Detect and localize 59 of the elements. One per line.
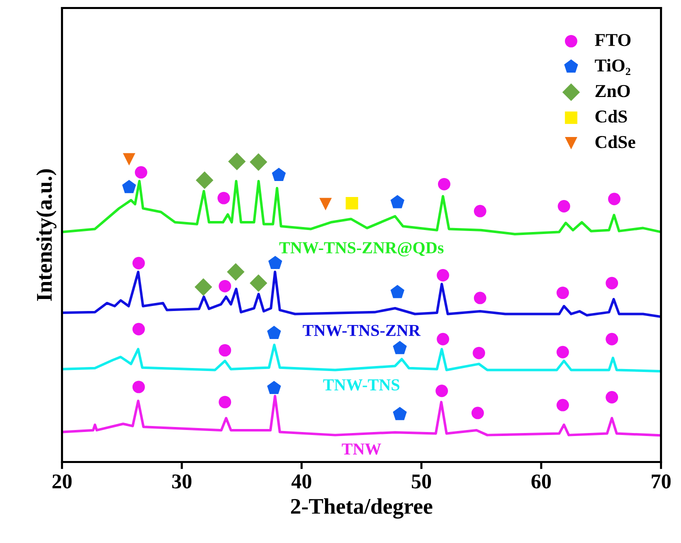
point: [608, 192, 620, 206]
point: [228, 152, 246, 170]
point: [122, 153, 136, 166]
point: [558, 200, 570, 212]
point: [556, 398, 569, 412]
point: [390, 284, 404, 298]
point: [556, 286, 569, 300]
x-tick-label: 40: [291, 474, 312, 488]
x-axis-title: 2-Theta/degree: [291, 498, 432, 519]
series-label: TNW: [342, 444, 382, 455]
legend-label: TiO₂: [594, 58, 630, 76]
point: [472, 346, 486, 360]
point: [218, 280, 232, 292]
x-tick-label: 20: [52, 474, 72, 488]
x-tick-label: 60: [531, 474, 551, 488]
point: [606, 332, 618, 346]
point: [471, 406, 484, 420]
series-label: TNW-TNS-ZNR@QDs: [279, 242, 444, 256]
point: [122, 180, 136, 194]
point: [267, 326, 281, 339]
point: [606, 391, 618, 404]
legend-label: CdS: [595, 110, 627, 123]
point: [474, 204, 486, 218]
point: [218, 396, 232, 408]
series-label: TNW-TNS-ZNR: [302, 324, 421, 336]
point: [438, 178, 450, 190]
point: [272, 168, 286, 181]
point: [556, 346, 569, 358]
x-tick-label: 50: [412, 474, 432, 488]
point: [436, 269, 450, 282]
point: [392, 340, 407, 354]
point: [346, 197, 358, 210]
point: [392, 406, 407, 420]
point: [132, 380, 145, 394]
point: [132, 322, 145, 336]
point: [319, 198, 332, 210]
legend-label: CdSe: [595, 135, 636, 148]
point: [436, 384, 448, 398]
point: [268, 256, 282, 270]
point: [250, 274, 268, 292]
point: [390, 195, 404, 208]
series-label: TNW-TNS: [323, 379, 400, 391]
point: [218, 344, 232, 357]
point: [226, 263, 244, 281]
point: [436, 332, 450, 346]
point: [250, 153, 268, 171]
legend-label: FTO: [594, 34, 631, 46]
point: [267, 380, 281, 394]
point: [132, 256, 145, 270]
point: [606, 276, 618, 290]
point: [218, 192, 230, 204]
legend-label: ZnO: [595, 84, 630, 98]
x-tick-label: 30: [172, 474, 192, 488]
point: [474, 292, 486, 304]
x-tick-label: 70: [652, 474, 671, 488]
point: [134, 166, 148, 179]
point: [194, 278, 212, 296]
y-axis-title: Intensity(a.u.): [36, 169, 56, 301]
point: [196, 171, 214, 189]
